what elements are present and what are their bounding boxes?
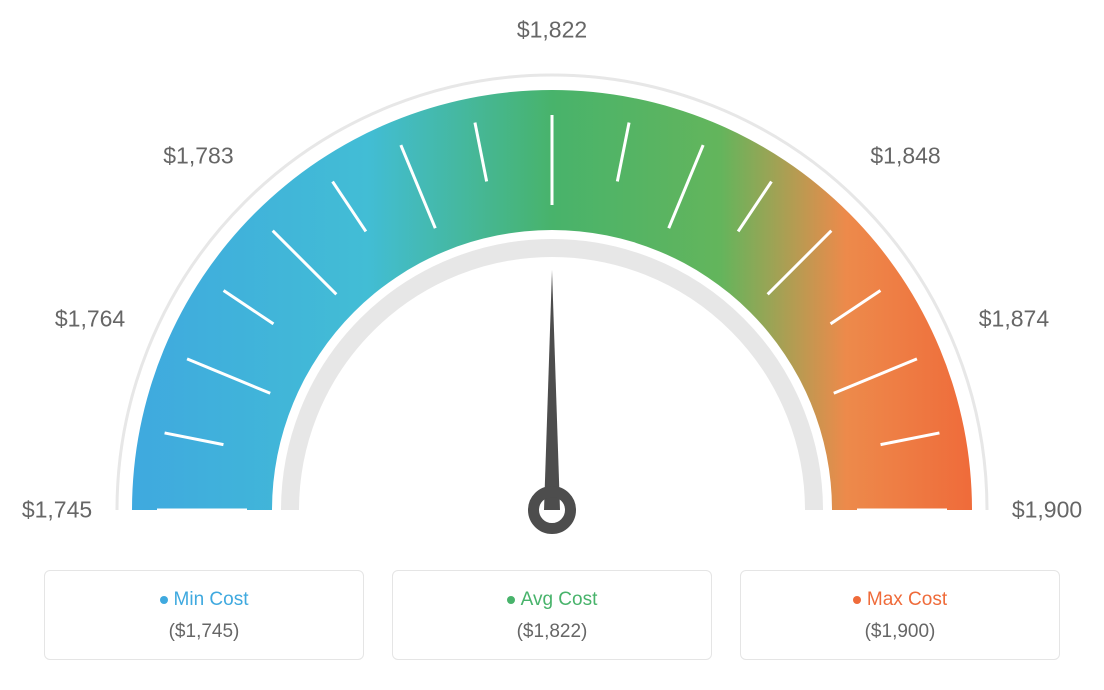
gauge-tick-label: $1,764 bbox=[55, 305, 125, 332]
gauge-area: $1,745 $1,764 $1,783 $1,822 $1,848 $1,874 $1,9… bbox=[0, 0, 1104, 560]
legend-card-avg: Avg Cost ($1,822) bbox=[392, 570, 712, 660]
legend-label: Min Cost bbox=[174, 589, 249, 610]
legend-title-min: Min Cost bbox=[55, 589, 353, 611]
legend-label: Avg Cost bbox=[521, 589, 598, 610]
legend-title-max: Max Cost bbox=[751, 589, 1049, 611]
legend-card-min: Min Cost ($1,745) bbox=[44, 570, 364, 660]
gauge-tick-label: $1,848 bbox=[870, 143, 940, 170]
dot-icon bbox=[507, 596, 515, 604]
dot-icon bbox=[160, 596, 168, 604]
gauge-tick-label: $1,900 bbox=[1012, 497, 1082, 524]
gauge-tick-label: $1,822 bbox=[517, 17, 587, 44]
gauge-tick-label: $1,745 bbox=[22, 497, 92, 524]
cost-gauge-widget: $1,745 $1,764 $1,783 $1,822 $1,848 $1,874 $1,9… bbox=[0, 0, 1104, 690]
legend-value-min: ($1,745) bbox=[55, 621, 353, 643]
legend-row: Min Cost ($1,745) Avg Cost ($1,822) Max … bbox=[0, 570, 1104, 660]
legend-title-avg: Avg Cost bbox=[403, 589, 701, 611]
legend-card-max: Max Cost ($1,900) bbox=[740, 570, 1060, 660]
gauge-tick-label: $1,783 bbox=[163, 143, 233, 170]
legend-value-max: ($1,900) bbox=[751, 621, 1049, 643]
dot-icon bbox=[853, 596, 861, 604]
gauge-tick-label: $1,874 bbox=[979, 305, 1049, 332]
gauge-svg bbox=[0, 0, 1104, 560]
legend-label: Max Cost bbox=[867, 589, 947, 610]
legend-value-avg: ($1,822) bbox=[403, 621, 701, 643]
